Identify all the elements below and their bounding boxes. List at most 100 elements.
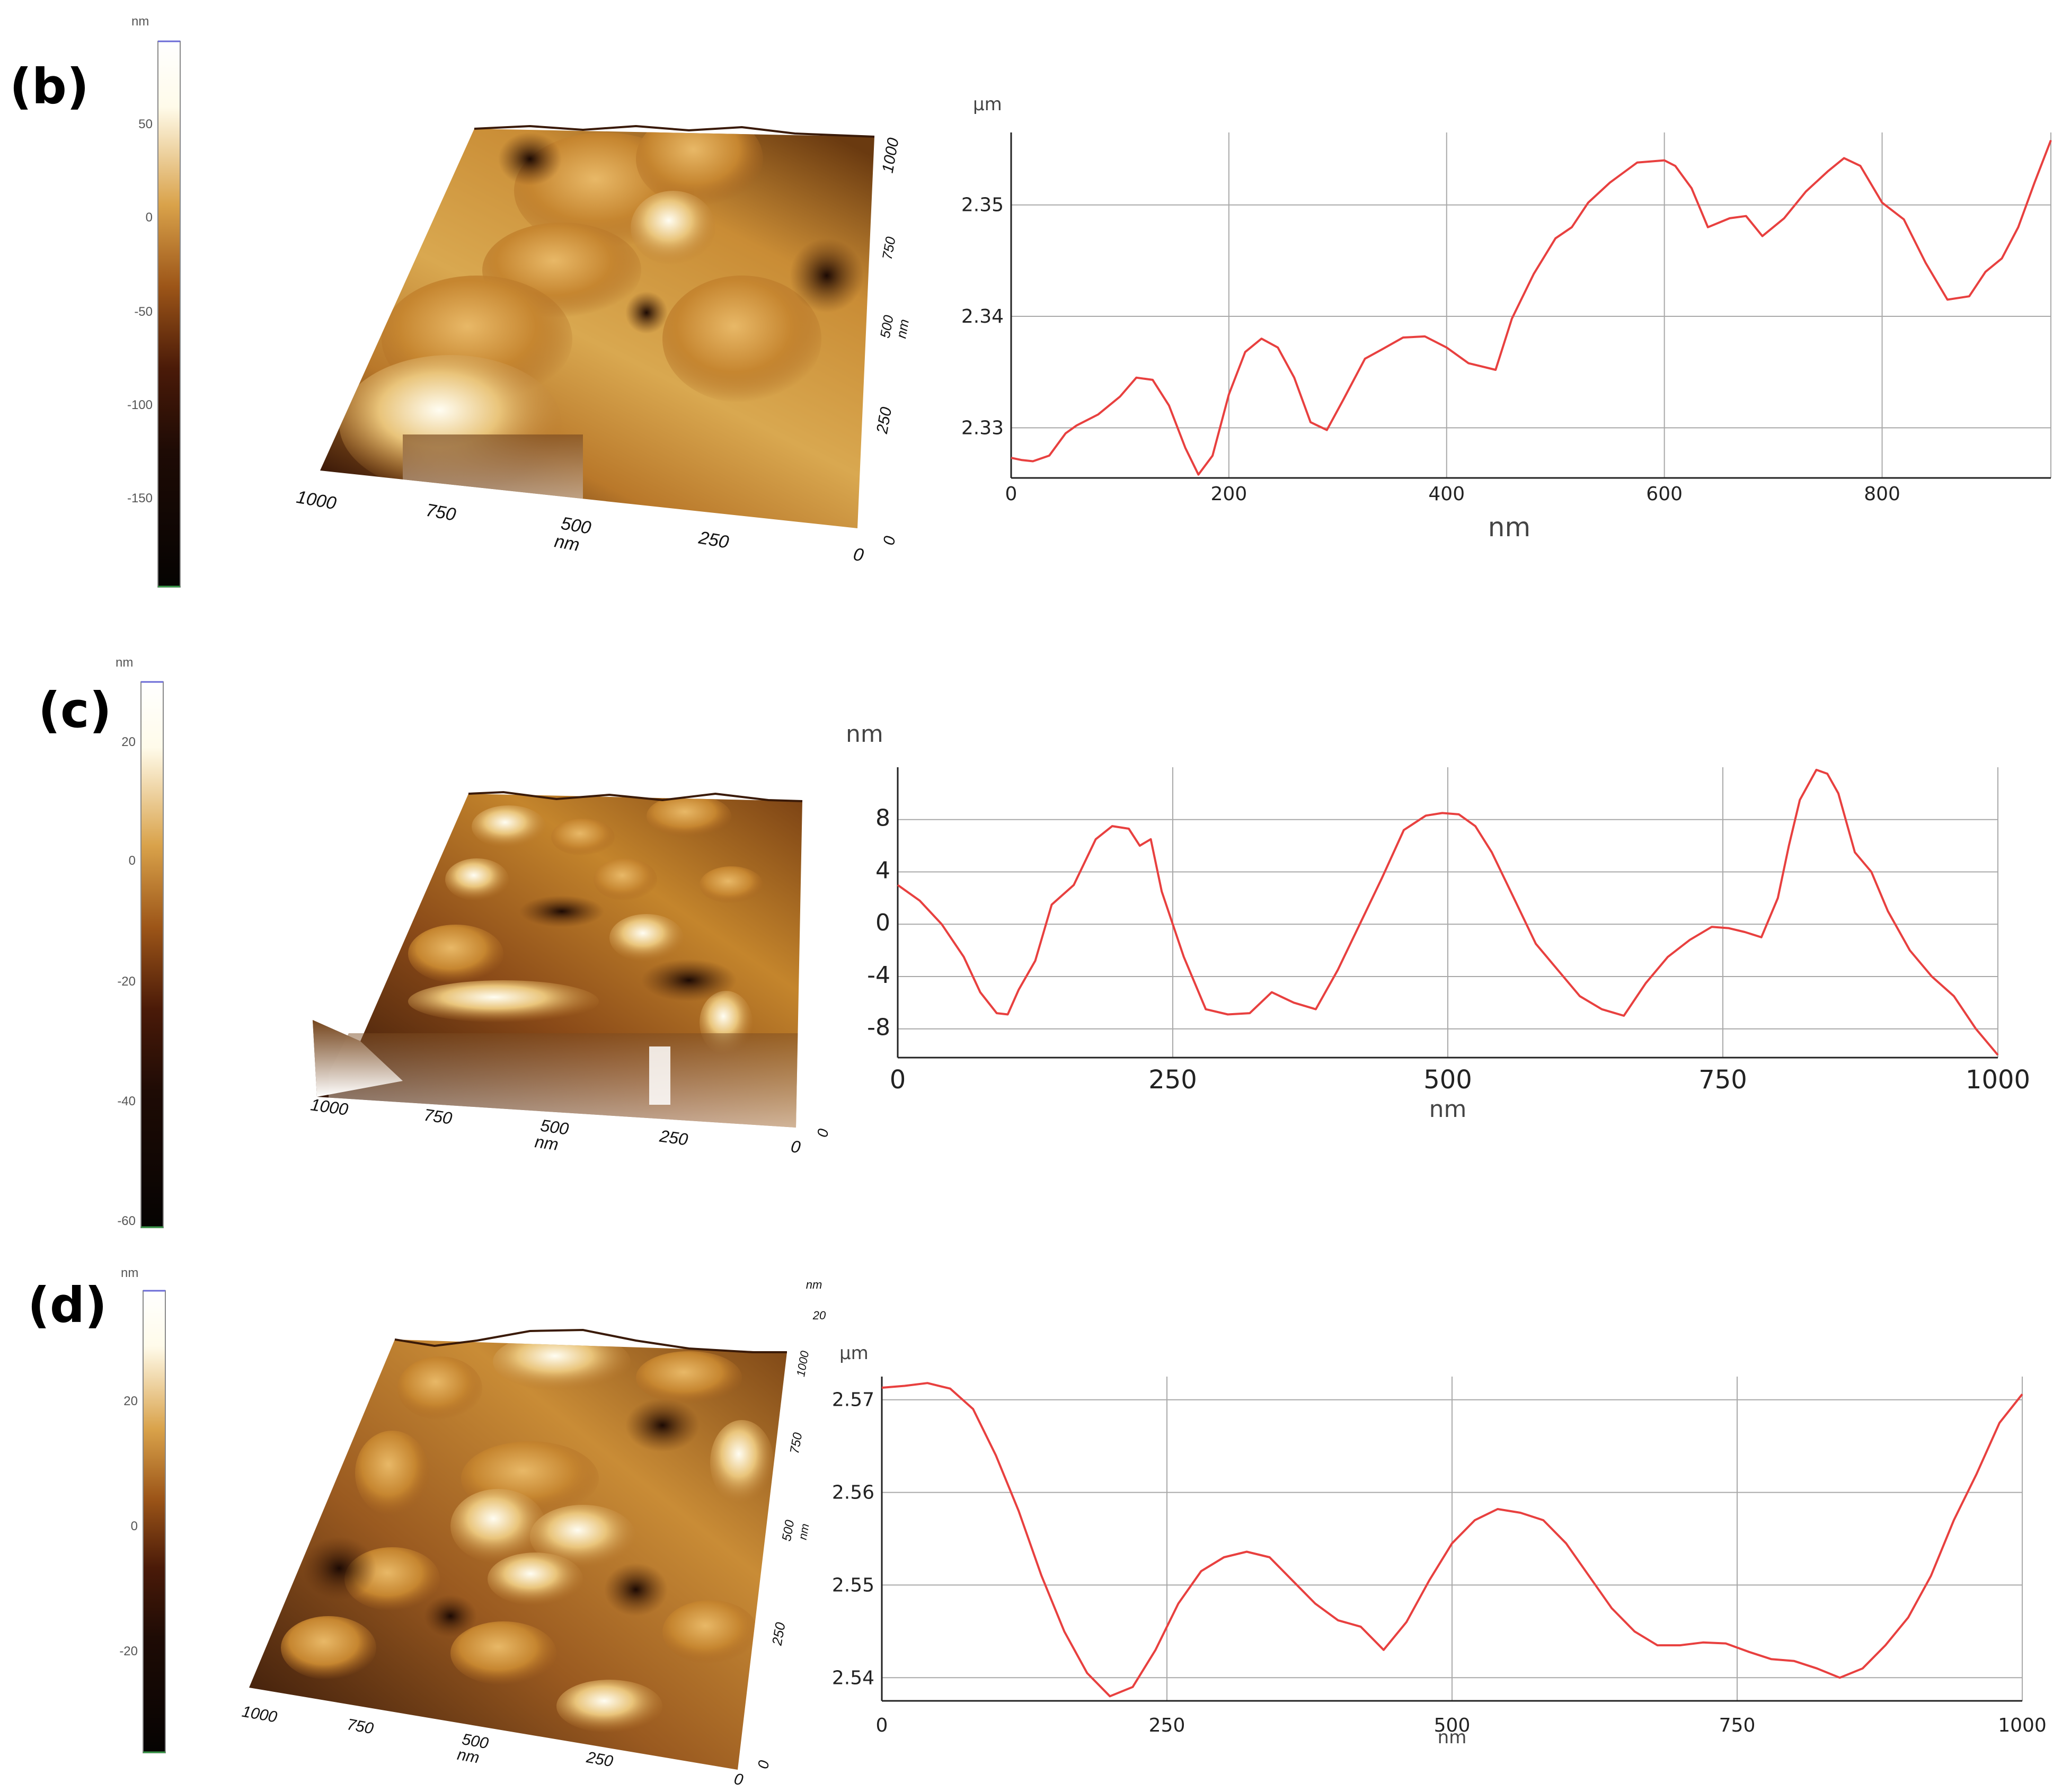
colorbar-ticks-c: 20 0 -20 -40 -60: [117, 735, 136, 1228]
colorbar-tick: 20: [121, 735, 136, 749]
surface-x-tick: 250: [658, 1126, 689, 1149]
surface-y-tick: 500: [780, 1519, 798, 1542]
surface-x-tick: 1000: [295, 487, 338, 514]
surface-y-tick: 750: [787, 1431, 806, 1455]
y-tick-label: 2.54: [832, 1667, 874, 1689]
x-tick-label: 0: [1005, 483, 1017, 505]
surface-y-tick: 0: [755, 1759, 772, 1770]
surface-x-tick: 0: [733, 1770, 745, 1789]
surface-x-tick: 750: [423, 1105, 454, 1128]
panel-label-b: (b): [10, 58, 89, 115]
x-tick-label: 750: [1719, 1715, 1756, 1736]
colorbar-tick: 0: [131, 1519, 138, 1533]
colorbar-gradient-b: [157, 41, 181, 588]
y-tick-label: 8: [875, 805, 890, 832]
surface-y-axis-c: 0: [814, 1128, 831, 1139]
surface-y-tick: 750: [879, 235, 899, 261]
profile-x-unit-c: nm: [1429, 1096, 1467, 1123]
x-tick-label: 750: [1698, 1065, 1747, 1095]
x-tick-label: 1000: [1966, 1065, 2030, 1095]
x-tick-label: 500: [1434, 1715, 1471, 1736]
colorbar-b: nm 50 0 -50 -100 -150: [127, 14, 181, 588]
panel-label-c: (c): [38, 682, 112, 739]
surface-y-tick: 0: [880, 535, 899, 546]
surface-y-tick: 1000: [794, 1350, 811, 1378]
colorbar-gradient-c: [140, 681, 164, 1228]
profile-line: [1011, 139, 2052, 476]
x-tick-label: 400: [1428, 483, 1465, 505]
surface-y-tick: 250: [873, 406, 895, 436]
surface-x-unit: nm: [553, 531, 581, 555]
colorbar-unit-d: nm: [121, 1266, 138, 1280]
colorbar-tick: 0: [146, 210, 153, 225]
y-tick-label: 2.56: [832, 1482, 874, 1504]
x-tick-label: 250: [1148, 1065, 1197, 1095]
profile-grid-c: [898, 767, 1998, 1058]
surface-x-tick: 750: [346, 1716, 375, 1737]
colorbar-tick: -50: [134, 305, 153, 319]
x-tick-label: 800: [1864, 483, 1900, 505]
profile-grid-b: [1011, 132, 2051, 478]
surface-y-axis-b: 1000 750 500 nm 250 0: [873, 136, 912, 546]
colorbar-unit-c: nm: [116, 655, 133, 670]
surface-x-axis-c: 1000 750 500 nm 250 0: [309, 1095, 802, 1157]
panel-label-d: (d): [28, 1277, 107, 1334]
profile-y-unit-d: µm: [839, 1343, 869, 1364]
y-tick-label: -8: [867, 1014, 890, 1041]
profile-marks-d: 0 250 500 750 1000 2.57 2.56 2.55 2.54: [832, 1377, 2047, 1736]
surface-x-tick: 750: [424, 500, 458, 525]
colorbar-tick: -20: [117, 974, 136, 989]
y-tick-label: 2.57: [832, 1389, 874, 1411]
panel-d: (d) nm 20 0 -20: [28, 1266, 2047, 1789]
profile-plot-b: 0 200 400 600 800 2.35 2.34 2.33 µm nm: [961, 94, 2052, 543]
profile-plot-c: 0 250 500 750 1000 8 4 0 -4 -8 nm nm: [846, 721, 2030, 1123]
profile-marks-c: 0 250 500 750 1000 8 4 0 -4 -8: [867, 767, 2030, 1095]
surface-z-unit: nm: [806, 1278, 822, 1291]
colorbar-tick: -100: [127, 398, 153, 412]
y-tick-label: 0: [875, 909, 890, 936]
profile-line: [897, 768, 1999, 1056]
y-tick-label: 2.33: [961, 417, 1004, 439]
surface-y-unit: nm: [796, 1522, 812, 1540]
profile-y-unit-c: nm: [846, 721, 883, 748]
x-tick-label: 500: [1423, 1065, 1472, 1095]
profile-grid-d: [882, 1377, 2023, 1701]
surface-x-tick: 1000: [241, 1703, 279, 1726]
colorbar-tick: -150: [127, 491, 153, 505]
x-tick-label: 200: [1211, 483, 1247, 505]
surface-x-unit: nm: [456, 1746, 481, 1767]
profile-y-unit-b: µm: [973, 94, 1002, 115]
profile-line: [881, 1382, 2023, 1698]
y-tick-label: 2.35: [961, 194, 1004, 216]
colorbar-tick: -20: [119, 1644, 138, 1658]
panel-c: (c) nm 20 0 -20 -40 -60: [38, 655, 2030, 1228]
surface-x-tick: 0: [852, 544, 865, 566]
surface-x-tick: 250: [585, 1749, 614, 1770]
surface-y-tick: 250: [768, 1621, 788, 1647]
x-tick-label: 600: [1646, 483, 1683, 505]
colorbar-tick: 0: [129, 854, 136, 868]
colorbar-unit-b: nm: [131, 14, 149, 29]
surface-x-tick: 500: [539, 1116, 570, 1139]
surface-y-tick: 1000: [879, 136, 902, 174]
colorbar-tick: 50: [138, 117, 153, 131]
colorbar-d: nm 20 0 -20: [119, 1266, 166, 1753]
colorbar-tick: -60: [117, 1214, 136, 1228]
panel-b: (b) nm 50 0 -50 -100 -150: [10, 14, 2052, 588]
colorbar-gradient-d: [143, 1290, 166, 1753]
colorbar-ticks-b: 50 0 -50 -100 -150: [127, 117, 153, 505]
y-tick-label: 4: [875, 857, 890, 884]
surface-x-tick: 0: [790, 1137, 802, 1157]
colorbar-c: nm 20 0 -20 -40 -60: [116, 655, 164, 1228]
afm-surface-c: 1000 750 500 nm 250 0 0: [309, 791, 831, 1157]
surface-x-tick: 250: [697, 527, 731, 552]
x-tick-label: 1000: [1998, 1715, 2047, 1736]
colorbar-tick: 20: [123, 1394, 138, 1408]
profile-x-unit-d: nm: [1438, 1727, 1467, 1748]
profile-marks-b: 0 200 400 600 800 2.35 2.34 2.33: [961, 132, 2052, 505]
colorbar-tick: -40: [117, 1094, 136, 1108]
x-tick-label: 250: [1149, 1715, 1185, 1736]
x-tick-label: 0: [876, 1715, 888, 1736]
y-tick-label: -4: [867, 962, 890, 989]
y-tick-label: 2.34: [961, 306, 1004, 327]
